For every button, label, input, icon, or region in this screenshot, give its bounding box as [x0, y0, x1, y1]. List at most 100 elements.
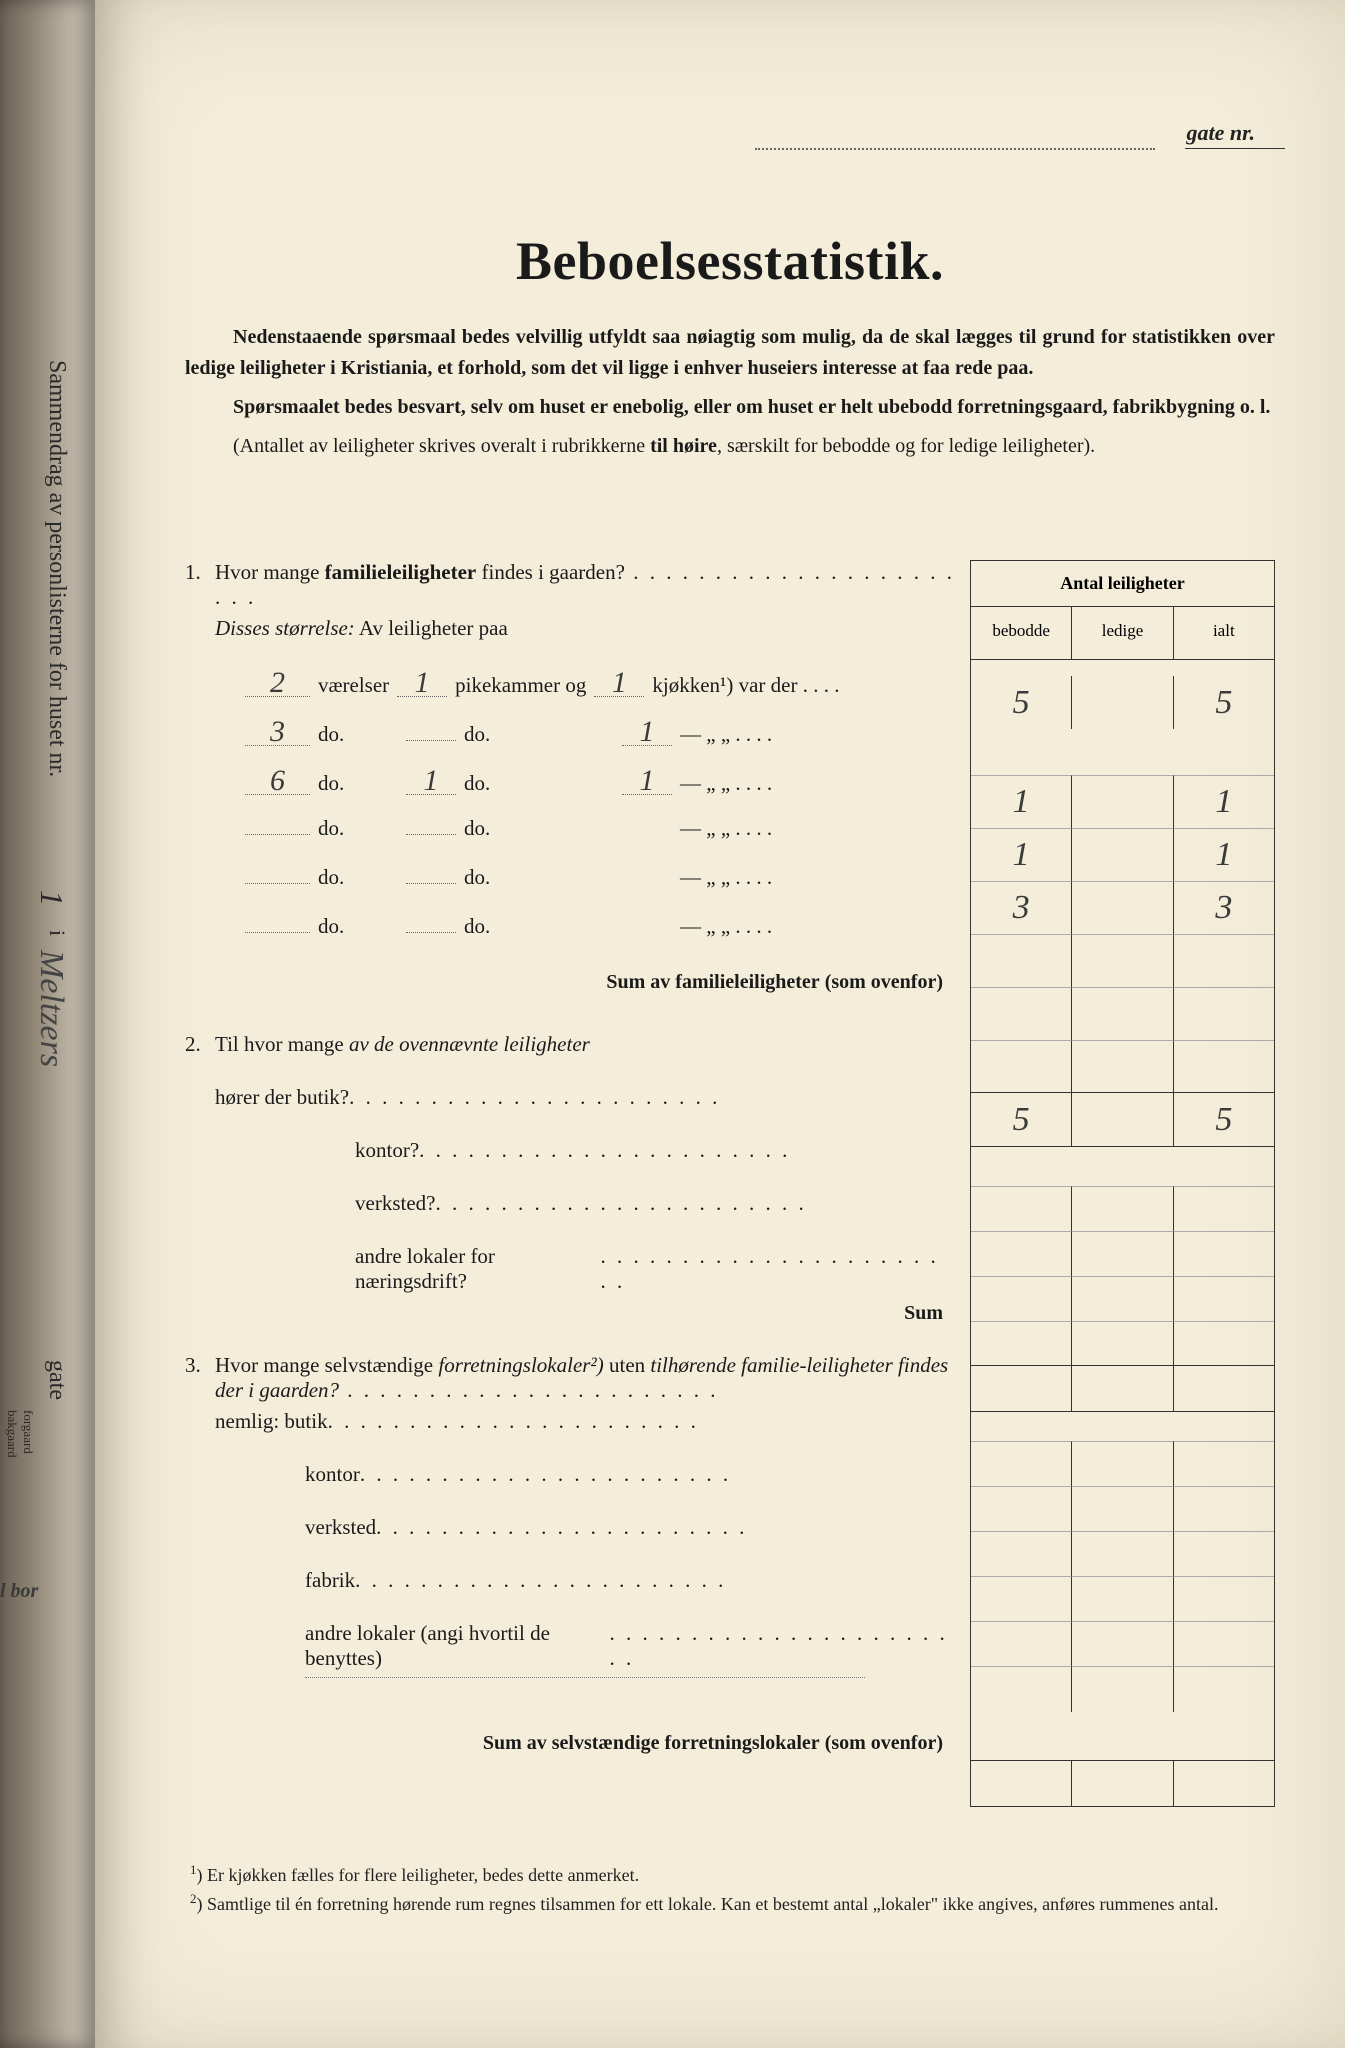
cell	[1072, 676, 1173, 729]
lbl: — „ „ . . . .	[680, 816, 772, 841]
intro-p1: Nedenstaaende spørsmaal bedes velvillig …	[185, 322, 1275, 384]
cell	[1072, 1441, 1173, 1487]
q1-size-row: 6 do. 1 do. 1 — „ „ . . . .	[245, 767, 955, 816]
lbl: do.	[318, 771, 398, 796]
col-bebodde: bebodde	[971, 607, 1072, 659]
fill-vaerelser	[245, 932, 310, 933]
col-ledige: ledige	[1072, 607, 1173, 659]
lbl: værelser	[318, 673, 389, 698]
cell	[1174, 987, 1274, 1041]
q3-i1: forretningslokaler²)	[438, 1353, 603, 1377]
q1-sum: Sum av familieleiligheter (som ovenfor)	[185, 971, 955, 994]
answer-row	[970, 1231, 1275, 1276]
answer-row	[970, 1666, 1275, 1711]
fill-pike: 1	[406, 767, 456, 795]
answer-row	[970, 1186, 1275, 1231]
q1-bold: familieleiligheter	[325, 560, 477, 584]
q2-italic: av de ovennævnte leiligheter	[349, 1032, 590, 1056]
side-bor-label: l bor	[0, 1580, 38, 1603]
side-forgaard: forgaard	[20, 1410, 36, 1454]
cell: 1	[1174, 828, 1274, 882]
cell: 1	[971, 775, 1072, 829]
cell	[971, 1666, 1072, 1712]
lbl: kjøkken¹) var der . . . .	[652, 673, 839, 698]
cell	[1174, 1321, 1274, 1367]
answer-row	[970, 1441, 1275, 1486]
q3-r3-text: verksted	[305, 1515, 376, 1540]
cell	[1174, 1441, 1274, 1487]
cell	[1072, 1576, 1173, 1622]
answer-row	[970, 1576, 1275, 1621]
cell	[1072, 1666, 1173, 1712]
answer-table-title: Antal leiligheter	[970, 560, 1275, 606]
cell	[971, 934, 1072, 988]
q3-r1: butik	[284, 1409, 327, 1434]
cell	[1174, 1231, 1274, 1277]
answer-row	[970, 1040, 1275, 1093]
answer-row	[970, 1621, 1275, 1666]
lbl: do.	[464, 771, 614, 796]
footnote-1: 1) Er kjøkken fælles for flere leilighet…	[190, 1860, 1275, 1889]
side-gate-label: gate	[43, 1360, 70, 1400]
page-title: Beboelsesstatistik.	[185, 230, 1275, 292]
lbl: — „ „ . . . .	[680, 914, 772, 939]
side-i-label: i	[44, 930, 70, 936]
q1-num: 1.	[185, 560, 215, 585]
q3-r2: kontor	[305, 1462, 955, 1509]
lbl: do.	[318, 914, 398, 939]
col-ialt: ialt	[1174, 607, 1274, 659]
cell	[1174, 1666, 1274, 1712]
q3-r5: andre lokaler (angi hvortil de benyttes)	[305, 1621, 955, 1671]
lbl: pikekammer og	[455, 673, 586, 698]
answer-row	[970, 1321, 1275, 1366]
answer-table-head: bebodde ledige ialt	[970, 606, 1275, 660]
cell	[1072, 1760, 1173, 1807]
q1-a: Hvor mange	[215, 560, 325, 584]
q3-r2-text: kontor	[305, 1462, 360, 1487]
cell	[1072, 1231, 1173, 1277]
fill-vaerelser	[245, 834, 310, 835]
side-margin: Sammendrag av personlisterne for huset n…	[0, 0, 95, 2048]
cell	[971, 1321, 1072, 1367]
cell	[1072, 1621, 1173, 1667]
cell	[1072, 1186, 1173, 1232]
fill-vaerelser: 3	[245, 718, 310, 746]
cell	[1072, 934, 1173, 988]
answer-row-sum3	[970, 1761, 1275, 1807]
cell: 5	[1174, 1092, 1274, 1147]
fill-vaerelser: 2	[245, 669, 310, 697]
cell	[1072, 1040, 1173, 1094]
cell: 3	[971, 881, 1072, 935]
q3-blank	[305, 1677, 955, 1724]
q3-a: Hvor mange selvstændige	[215, 1353, 438, 1377]
cell	[1072, 1365, 1173, 1412]
q1-size-row: do. do. — „ „ . . . .	[245, 865, 955, 914]
lbl: do.	[464, 865, 614, 890]
fill-kjokken: 1	[622, 767, 672, 795]
q1-size-row: do. do. — „ „ . . . .	[245, 914, 955, 963]
fill-pike	[406, 932, 456, 933]
cell	[1174, 1486, 1274, 1532]
page: Sammendrag av personlisterne for huset n…	[0, 0, 1345, 2048]
intro-p2-text: Spørsmaalet bedes besvart, selv om huset…	[233, 396, 1270, 418]
q2-r2-text: kontor?	[355, 1138, 419, 1163]
q1-sum-rest: (som ovenfor)	[820, 971, 943, 993]
answer-row	[970, 1486, 1275, 1531]
cell	[971, 1576, 1072, 1622]
answer-row	[970, 987, 1275, 1040]
q2-r3-text: verksted?	[355, 1191, 435, 1216]
cell	[1072, 1531, 1173, 1577]
fill-vaerelser	[245, 883, 310, 884]
answer-row	[970, 934, 1275, 987]
q2-r3: verksted?	[355, 1191, 955, 1238]
q2-r4-text: andre lokaler for næringsdrift?	[355, 1244, 601, 1294]
cell	[1072, 987, 1173, 1041]
answer-row: 11	[970, 775, 1275, 828]
cell	[971, 1531, 1072, 1577]
answer-row: 11	[970, 828, 1275, 881]
cell	[971, 1186, 1072, 1232]
cell	[971, 1760, 1072, 1807]
q3-sum-bold: Sum av selvstændige forretningslokaler	[483, 1732, 820, 1754]
q2-r4: andre lokaler for næringsdrift?	[355, 1244, 955, 1294]
q3-nemlig: nemlig: butik	[215, 1409, 955, 1456]
